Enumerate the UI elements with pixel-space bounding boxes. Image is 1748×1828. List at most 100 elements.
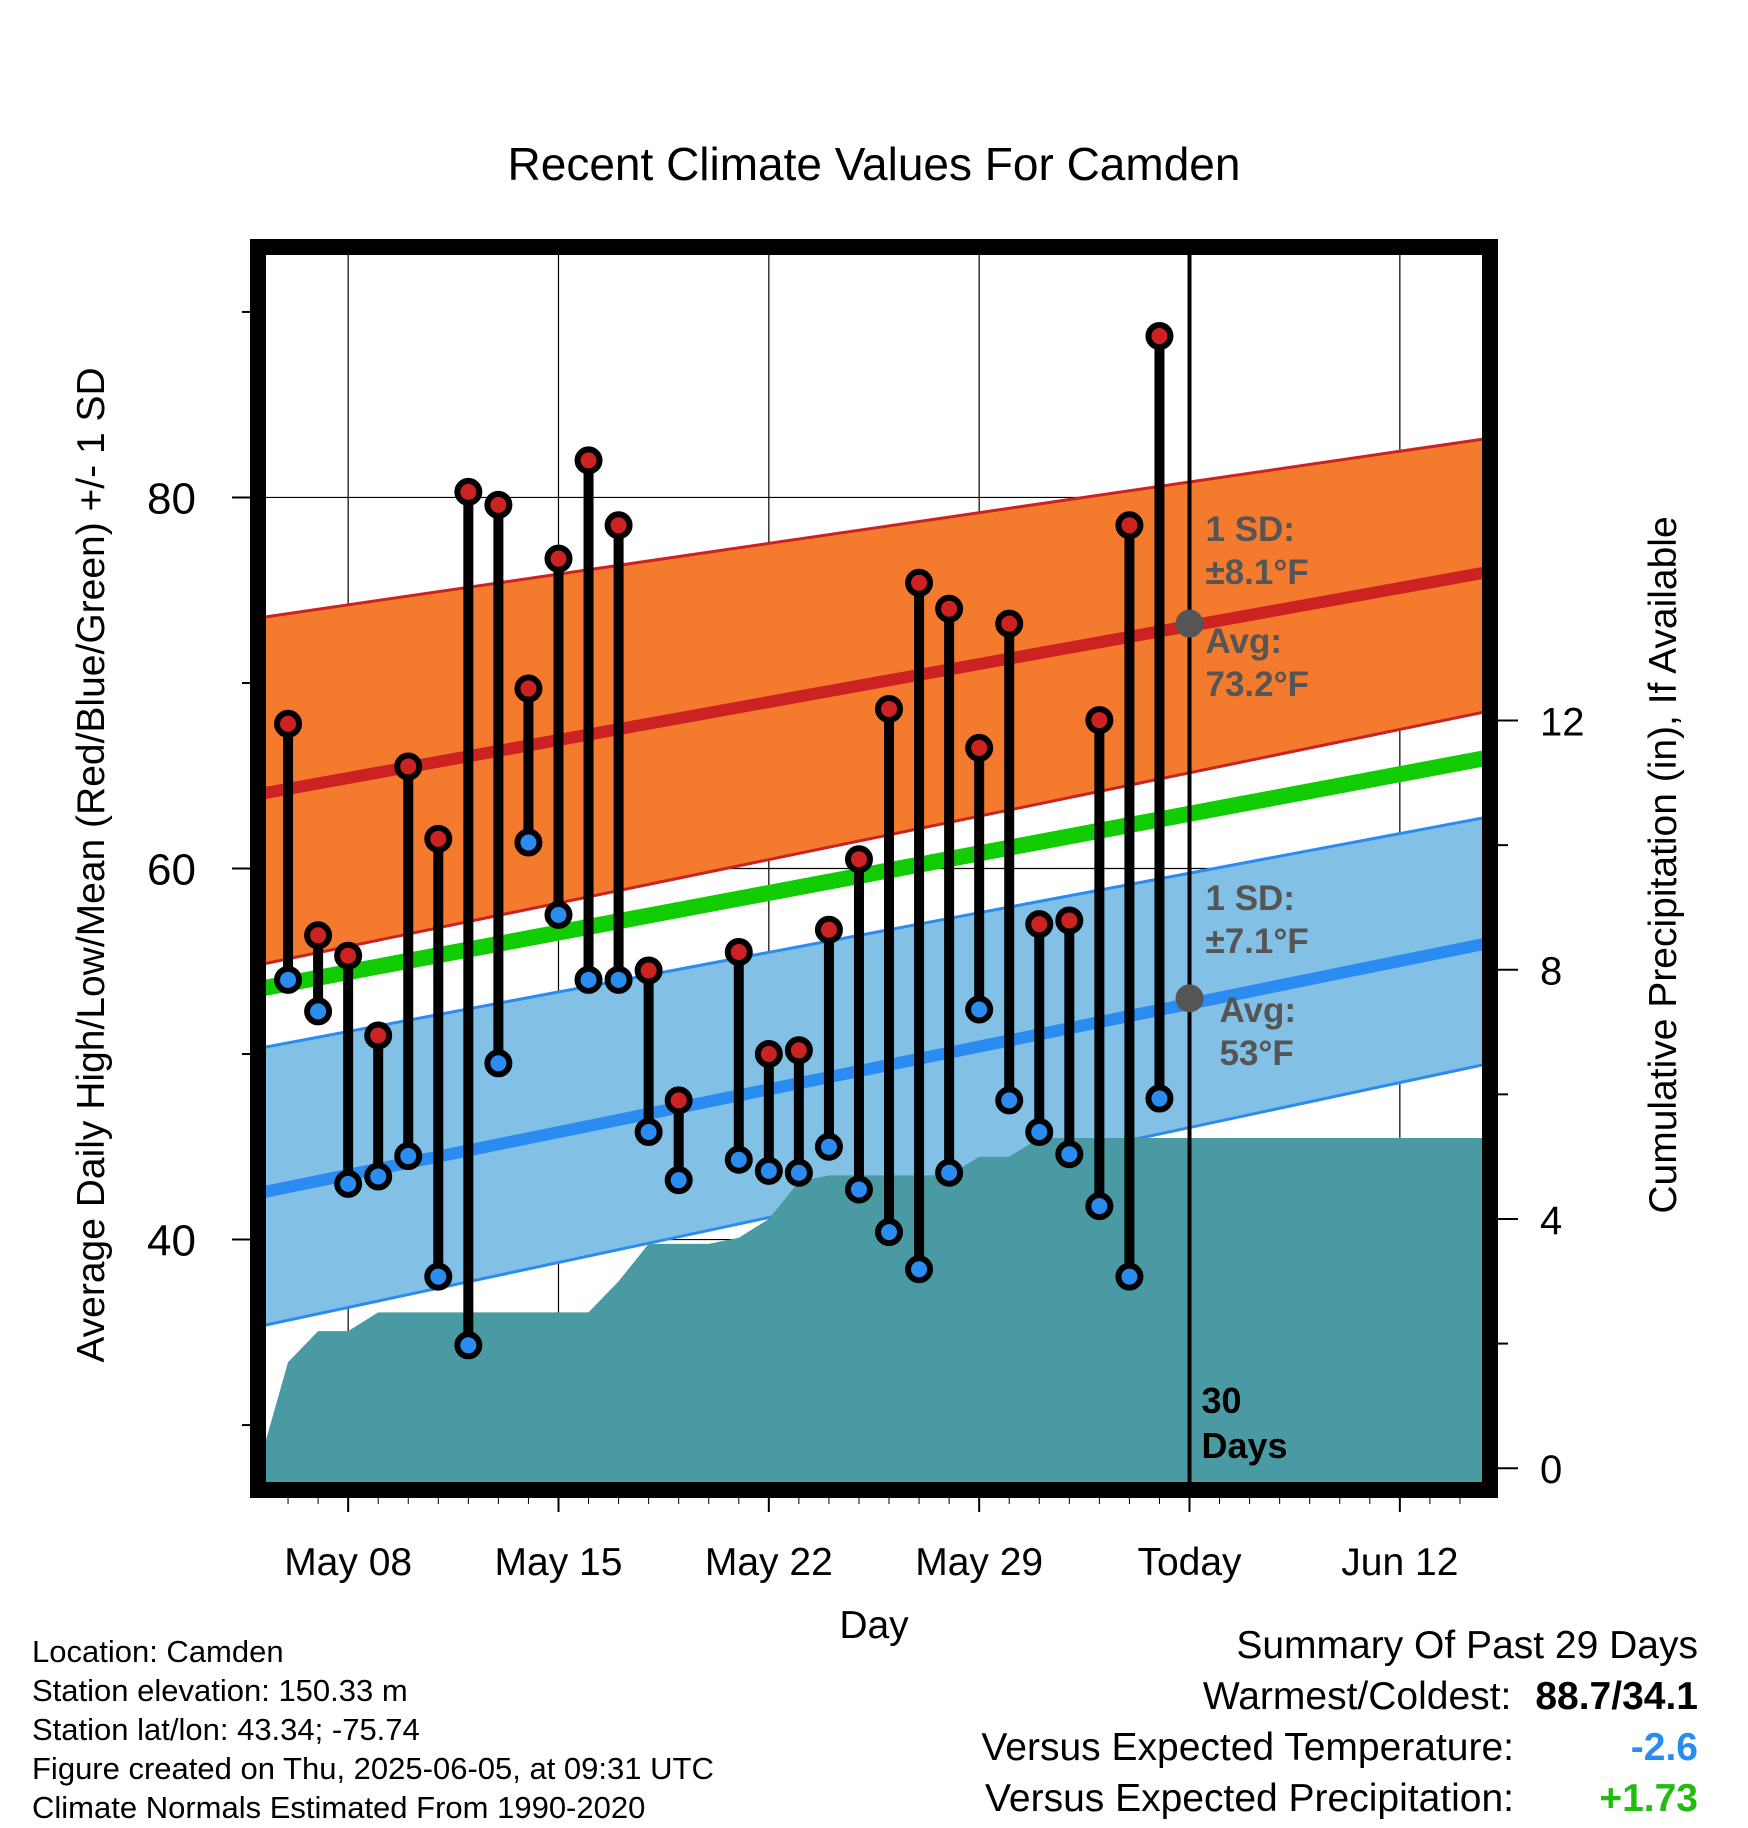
avg-low-line	[258, 936, 1490, 1200]
daily-high-point	[484, 490, 513, 519]
daily-high-point	[1055, 906, 1084, 935]
created-text: Figure created on Thu, 2025-06-05, at 09…	[32, 1751, 714, 1786]
daily-low-point	[304, 997, 333, 1026]
high-sd-label: 1 SD:	[1206, 510, 1295, 549]
x-tick-label: May 29	[915, 1541, 1043, 1584]
daily-low-point	[844, 1175, 873, 1204]
daily-low-point	[274, 965, 303, 994]
low-avg-value: 53°F	[1220, 1034, 1294, 1073]
daily-high-point	[544, 544, 573, 573]
daily-low-point	[664, 1166, 693, 1195]
daily-high-point	[424, 824, 453, 853]
daily-low-point	[364, 1162, 393, 1191]
x-tick-label: Today	[1137, 1541, 1242, 1584]
x-tick-label: May 15	[495, 1541, 623, 1584]
y-axis-label: Average Daily High/Low/Mean (Red/Blue/Gr…	[70, 367, 113, 1362]
low-avg-label: Avg:	[1220, 991, 1296, 1030]
location-text: Location: Camden	[32, 1634, 284, 1669]
daily-low-point	[1115, 1262, 1144, 1291]
high-sd-lower-line	[258, 709, 1490, 967]
daily-low-point	[484, 1049, 513, 1078]
x-tick-label: May 22	[705, 1541, 833, 1584]
daily-low-point	[424, 1262, 453, 1291]
plot-frame	[250, 239, 1498, 1498]
summary-precip-row: Versus Expected Precipitation: +1.73	[981, 1773, 1698, 1824]
daily-low-point	[1025, 1117, 1054, 1146]
daily-low-point	[1055, 1140, 1084, 1169]
daily-low-point	[1145, 1084, 1174, 1113]
daily-high-point	[394, 752, 423, 781]
daily-low-point	[334, 1169, 363, 1198]
x-axis-label: Day	[839, 1604, 909, 1647]
daily-low-point	[935, 1158, 964, 1187]
daily-high-point	[995, 609, 1024, 638]
daily-high-point	[905, 568, 934, 597]
daily-low-point	[634, 1117, 663, 1146]
daily-high-point	[364, 1021, 393, 1050]
daily-high-point	[935, 594, 964, 623]
precip-departure-label: Versus Expected Precipitation:	[985, 1777, 1514, 1820]
avg-mean-line	[258, 749, 1490, 997]
chart-title: Recent Climate Values For Camden	[508, 138, 1241, 190]
high-sd-value: ±8.1°F	[1206, 553, 1309, 592]
y2-tick-label: 8	[1540, 950, 1562, 994]
summary-panel: Summary Of Past 29 Days Warmest/Coldest:…	[981, 1620, 1698, 1824]
normals-group	[258, 436, 1490, 1490]
daily-high-point	[274, 709, 303, 738]
daily-high-point	[814, 915, 843, 944]
daily-high-point	[514, 674, 543, 703]
daily-low-point	[784, 1158, 813, 1187]
daily-low-point	[875, 1218, 904, 1247]
daily-low-point	[754, 1156, 783, 1185]
daily-high-point	[574, 446, 603, 475]
daily-high-point	[875, 694, 904, 723]
daily-high-point	[844, 845, 873, 874]
high-avg-value: 73.2°F	[1206, 665, 1310, 704]
low-sd-upper-line	[258, 815, 1490, 1050]
daily-low-point	[604, 965, 633, 994]
latlon-text: Station lat/lon: 43.34; -75.74	[32, 1712, 420, 1747]
daily-low-point	[814, 1132, 843, 1161]
daily-low-point	[544, 900, 573, 929]
y2-tick-label: 12	[1540, 701, 1585, 745]
today-days-number: 30	[1202, 1380, 1242, 1421]
daily-high-point	[754, 1040, 783, 1069]
daily-high-point	[724, 937, 753, 966]
daily-high-point	[784, 1036, 813, 1065]
temp-departure-value: -2.6	[1630, 1726, 1698, 1769]
y2-tick-label: 4	[1540, 1199, 1562, 1243]
high-sd-band	[258, 438, 1490, 965]
precip-area	[258, 1138, 1490, 1490]
plot-area: 1 SD: ±8.1°F Avg: 73.2°F 1 SD: ±7.1°F Avg: 53°F…	[147, 239, 1585, 1584]
daily-low-point	[394, 1142, 423, 1171]
temp-departure-label: Versus Expected Temperature:	[981, 1726, 1514, 1769]
daily-high-point	[1115, 511, 1144, 540]
daily-high-point	[334, 941, 363, 970]
daily-high-point	[1025, 910, 1054, 939]
today-avg-low-marker	[1175, 984, 1204, 1013]
station-info: Location: Camden Station elevation: 150.…	[32, 1632, 714, 1827]
daily-low-point	[965, 995, 994, 1024]
summary-warmest-row: Warmest/Coldest: 88.7/34.1	[981, 1671, 1698, 1722]
daily-low-point	[724, 1145, 753, 1174]
high-sd-upper-line	[258, 436, 1490, 620]
x-tick-label: May 08	[284, 1541, 412, 1584]
warmest-value: 88.7/34.1	[1535, 1675, 1698, 1718]
y2-axis-label: Cumulative Precipitation (in), If Availa…	[1642, 516, 1685, 1213]
y-tick-label: 80	[147, 474, 196, 523]
today-avg-high-marker	[1175, 609, 1204, 638]
daily-high-point	[604, 511, 633, 540]
precip-departure-value: +1.73	[1599, 1777, 1698, 1820]
daily-high-point	[304, 921, 333, 950]
daily-high-point	[634, 956, 663, 985]
daily-low-point	[1085, 1192, 1114, 1221]
warmest-label: Warmest/Coldest:	[1202, 1675, 1512, 1718]
normals-text: Climate Normals Estimated From 1990-2020	[32, 1790, 646, 1825]
low-sd-label: 1 SD:	[1206, 879, 1295, 918]
elevation-text: Station elevation: 150.33 m	[32, 1673, 408, 1708]
x-tick-label: Jun 12	[1341, 1541, 1458, 1584]
low-sd-value: ±7.1°F	[1206, 922, 1309, 961]
avg-high-line	[258, 565, 1490, 801]
daily-high-point	[454, 477, 483, 506]
